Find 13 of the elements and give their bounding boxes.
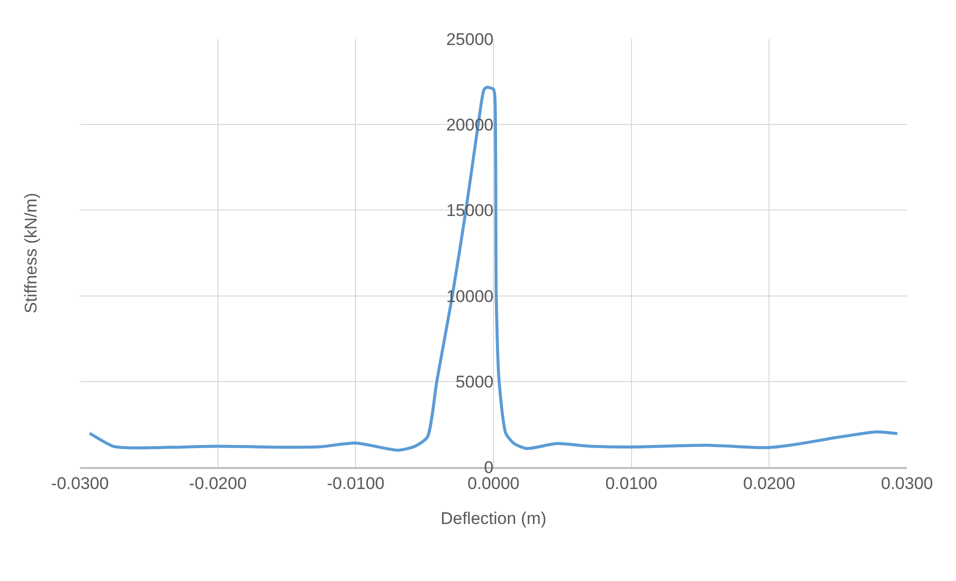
y-tick-label: 0 xyxy=(484,458,494,477)
x-tick-label: 0.0300 xyxy=(881,474,933,494)
x-axis-title: Deflection (m) xyxy=(440,509,546,528)
y-tick-label: 5000 xyxy=(456,372,494,392)
line-series xyxy=(88,86,899,452)
y-axis-title: Stiffness (kN/m) xyxy=(21,192,40,314)
x-tick-label: 0.0000 xyxy=(468,474,520,494)
y-tick-label: 25000 xyxy=(446,30,494,49)
x-tick-label: -0.0300 xyxy=(51,474,109,494)
x-tick-label: -0.0200 xyxy=(188,474,247,494)
x-tick-label: 0.0100 xyxy=(605,474,658,494)
x-tick-label: 0.0200 xyxy=(743,474,796,494)
x-tick-label: -0.0100 xyxy=(326,474,385,494)
